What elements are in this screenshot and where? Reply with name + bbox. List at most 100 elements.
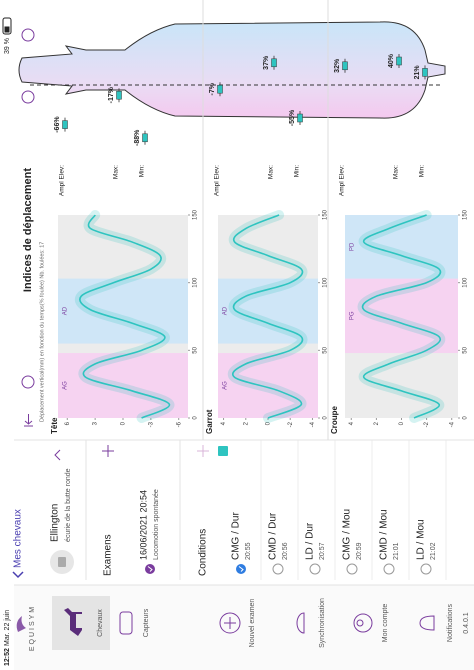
back-chevron[interactable] (12, 571, 24, 579)
page-title: Indices de déplacement (22, 168, 34, 292)
displacement-line (361, 214, 442, 419)
x-tick-label: 0 (463, 416, 469, 420)
help-icon[interactable] (21, 375, 35, 389)
y-tick-label: -2 (288, 421, 294, 427)
condition-radio[interactable] (309, 563, 321, 575)
x-tick-label: 0 (323, 416, 329, 420)
account-head (356, 619, 364, 627)
x-tick-label: 50 (463, 346, 469, 353)
metric-label: Min: (294, 165, 301, 177)
x-tick-label: 150 (193, 209, 199, 220)
add-exam[interactable] (102, 445, 114, 457)
section-title: Tête (50, 417, 59, 434)
phase-label: AD (223, 306, 229, 315)
condition-time: 20:55 (245, 542, 252, 560)
condition-name[interactable]: CMG / Dur (231, 512, 242, 560)
battery-icon (2, 17, 12, 35)
toolbar-icon[interactable] (21, 90, 35, 104)
exam-date[interactable]: 16/06/2021 20:54 (138, 490, 148, 560)
y-tick-label: 0 (121, 421, 127, 425)
phase-band (345, 214, 458, 279)
condition-name[interactable]: CMD / Dur (268, 512, 279, 560)
y-tick-label: -3 (148, 421, 154, 427)
exams-title: Examens (103, 534, 114, 576)
phase-label: AD (63, 306, 69, 315)
toolbar-icon[interactable] (21, 28, 35, 42)
phase-label: PG (350, 311, 356, 320)
condition-name[interactable]: LD / Mou (416, 519, 427, 560)
account-icon (353, 613, 373, 633)
sync-icon (296, 612, 305, 634)
logo-mark (16, 616, 26, 632)
condition-name[interactable]: LD / Dur (305, 522, 316, 560)
section-title: Garrot (205, 409, 214, 434)
nav-label[interactable]: Chevaux (97, 609, 104, 637)
x-tick-label: 100 (323, 277, 329, 288)
check-glyph (238, 566, 244, 572)
phase-band (218, 278, 318, 344)
condition-name[interactable]: CMD / Mou (379, 509, 390, 560)
nav-label[interactable]: Nouvel examen (249, 599, 256, 648)
condition-color (218, 446, 228, 456)
metric-label: Max: (393, 165, 400, 179)
metric-value: -88% (134, 129, 141, 146)
metric-marker (422, 68, 428, 77)
condition-selected[interactable] (236, 564, 246, 574)
condition-radio[interactable] (383, 563, 395, 575)
y-tick-label: 2 (374, 421, 380, 425)
y-tick-label: 6 (65, 421, 71, 425)
horse-name[interactable]: Ellington (50, 504, 61, 542)
y-tick-label: 0 (399, 421, 405, 425)
x-tick-label: 150 (463, 209, 469, 220)
condition-time: 20:57 (319, 542, 326, 560)
metric-value: -55% (289, 109, 296, 126)
sensor-icon (119, 611, 133, 635)
y-tick-label: 2 (243, 421, 249, 425)
section-title: Croupe (330, 405, 339, 434)
phase-band (218, 353, 318, 418)
metric-label: Max: (113, 165, 120, 179)
condition-time: 20:59 (356, 542, 363, 560)
status-time: 12:52 (4, 648, 11, 666)
phase-label: AG (63, 381, 69, 390)
metric-label: Ampl Elev: (214, 165, 221, 196)
condition-radio[interactable] (346, 563, 358, 575)
app-version: 0.4.0.1 (463, 612, 470, 634)
metric-value: -66% (54, 116, 61, 133)
metric-label: Min: (419, 165, 426, 177)
nav-label[interactable]: Capteurs (143, 608, 150, 637)
condition-radio[interactable] (272, 563, 284, 575)
x-tick-label: 150 (323, 209, 329, 220)
chart-subtitle: Déplacement vertical(mm) en fonction du … (39, 242, 45, 422)
nav-label[interactable]: Mon compte (382, 604, 389, 643)
horse-diagram (18, 21, 446, 119)
collapse-chevron[interactable] (54, 449, 61, 461)
nav-label[interactable]: Synchronisation (319, 598, 326, 648)
metric-marker (217, 84, 223, 94)
condition-time: 21:01 (393, 542, 400, 560)
y-tick-label: -4 (449, 421, 455, 427)
y-tick-label: -6 (176, 421, 182, 427)
avatar-glyph (58, 557, 66, 567)
metric-label: Ampl Elev: (59, 165, 66, 196)
add-condition[interactable] (197, 445, 209, 457)
check-glyph (147, 566, 153, 572)
phase-band (58, 278, 188, 344)
back-icon[interactable] (24, 414, 33, 427)
y-tick-label: -2 (424, 421, 430, 427)
conditions-title: Conditions (198, 529, 209, 576)
metric-value: 40% (388, 53, 395, 68)
back-link[interactable]: Mes chevaux (13, 509, 24, 568)
plus-glyph (224, 617, 236, 629)
status-date: Mar. 22 juin (4, 610, 11, 646)
sidebar (14, 585, 474, 670)
condition-name[interactable]: CMG / Mou (342, 509, 353, 560)
metric-marker (142, 133, 148, 143)
metric-value: -7% (209, 82, 216, 95)
metric-marker (271, 58, 277, 68)
y-tick-label: -4 (310, 421, 316, 427)
condition-radio[interactable] (420, 563, 432, 575)
y-tick-label: 4 (221, 421, 227, 425)
exam-check[interactable] (145, 564, 155, 574)
nav-label[interactable]: Notifications (447, 603, 454, 642)
